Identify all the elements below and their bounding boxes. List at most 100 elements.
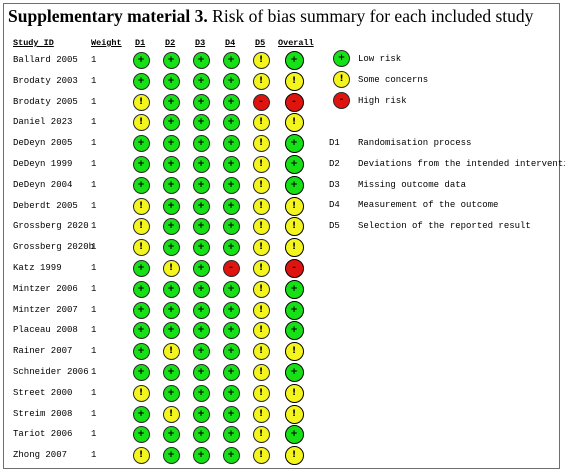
legend-label: Low risk: [358, 54, 402, 64]
legend-item: - High risk: [333, 91, 533, 112]
risk-judgement-d3: +: [192, 447, 210, 465]
risk-judgement-d5: !: [252, 364, 270, 381]
risk-judgement-d1: !: [132, 93, 150, 111]
study-id: Placeau 2008: [13, 325, 78, 336]
title-bold: Supplementary material 3.: [8, 6, 208, 26]
risk-judgement-d5: !: [252, 260, 270, 277]
legend-item: ! Some concerns: [333, 70, 533, 91]
study-id: Katz 1999: [13, 263, 62, 273]
risk-judgement-d4: +: [222, 197, 240, 215]
risk-judgement-d5: !: [252, 343, 270, 361]
risk-judgement-d3: +: [192, 405, 210, 423]
legend-low-icon: +: [333, 50, 350, 67]
risk-judgement-overall: +: [284, 175, 304, 195]
risk-judgement-d4: +: [222, 384, 240, 402]
risk-judgement-d2: +: [162, 218, 180, 236]
risk-judgement-d2: +: [162, 156, 180, 173]
risk-judgement-d1: +: [132, 301, 150, 319]
header-d1: D1: [135, 38, 146, 48]
legend-label: High risk: [358, 95, 407, 106]
study-weight: 1: [91, 117, 97, 128]
study-id: DeDeyn 1999: [13, 159, 73, 169]
study-weight: 1: [91, 387, 97, 398]
study-id: Deberdt 2005: [13, 200, 78, 211]
risk-judgement-d1: +: [132, 135, 150, 153]
risk-judgement-d1: +: [132, 426, 150, 444]
risk-judgement-d3: +: [192, 343, 210, 361]
risk-judgement-d3: +: [192, 322, 210, 340]
risk-judgement-overall: !: [284, 342, 304, 362]
risk-judgement-overall: +: [284, 321, 304, 341]
study-id: Streim 2008: [13, 408, 73, 419]
risk-judgement-d1: +: [132, 343, 150, 361]
domain-label: Randomisation process: [358, 138, 472, 148]
risk-judgement-d3: +: [192, 364, 210, 381]
risk-judgement-d5: !: [252, 52, 270, 69]
study-weight: 1: [91, 429, 97, 440]
risk-judgement-d2: +: [162, 426, 180, 444]
risk-judgement-d5: !: [252, 426, 270, 444]
figure-frame: [3, 3, 560, 469]
table-row: Zhong 2007 1! + + +!!: [0, 445, 320, 466]
risk-judgement-d2: +: [162, 280, 180, 298]
risk-judgement-d5: !: [252, 280, 270, 298]
risk-judgement-d1: +: [132, 322, 150, 340]
risk-judgement-d3: +: [192, 260, 210, 277]
risk-judgement-overall: +: [284, 155, 304, 174]
risk-judgement-overall: +: [284, 51, 304, 70]
domain-label: Measurement of the outcome: [358, 200, 499, 211]
table-row: Brodaty 2005 1! + + + - -: [0, 92, 320, 113]
risk-judgement-d2: +: [162, 447, 180, 465]
figure-title: Supplementary material 3. Risk of bias s…: [8, 6, 533, 27]
risk-judgement-d3: +: [192, 426, 210, 444]
risk-judgement-d1: +: [132, 364, 150, 381]
risk-judgement-d3: +: [192, 218, 210, 236]
risk-judgement-d1: +: [132, 280, 150, 298]
risk-judgement-d4: +: [222, 301, 240, 319]
risk-judgement-overall: +: [284, 300, 304, 320]
domain-label: Deviations from the intended interventio…: [358, 158, 565, 169]
risk-judgement-d3: +: [192, 93, 210, 111]
study-weight: 1: [91, 367, 97, 377]
risk-judgement-d5: !: [252, 447, 270, 465]
risk-judgement-d2: +: [162, 322, 180, 340]
risk-judgement-d3: +: [192, 197, 210, 215]
domain-code: D3: [329, 179, 340, 190]
header-d5: D5: [255, 38, 266, 48]
table-row: Schneider 2006 1 + + + +! +: [0, 362, 320, 383]
table-row: Brodaty 2003 1 + + + +!!: [0, 71, 320, 92]
table-row: Ballard 2005 1 + + + +! +: [0, 50, 320, 71]
risk-judgement-d1: +: [132, 156, 150, 173]
risk-judgement-d5: -: [252, 93, 270, 111]
legend-item: + Low risk: [333, 50, 533, 70]
study-id: Ballard 2005: [13, 55, 78, 65]
study-weight: 1: [91, 408, 97, 419]
risk-judgement-d2: +: [162, 197, 180, 215]
risk-judgement-d5: !: [252, 384, 270, 402]
risk-judgement-d2: +: [162, 72, 180, 90]
risk-judgement-overall: !: [284, 196, 304, 216]
domain-label: Missing outcome data: [358, 179, 467, 190]
study-id: Tariot 2006: [13, 429, 73, 440]
legend-high-icon: -: [333, 91, 350, 109]
risk-judgement-d5: !: [252, 114, 270, 132]
legend-some-icon: !: [333, 70, 350, 88]
study-id: DeDeyn 2004: [13, 179, 73, 190]
study-id: Grossberg 2020b: [13, 242, 95, 253]
study-weight: 1: [91, 55, 97, 65]
risk-judgement-d1: +: [132, 260, 150, 277]
risk-judgement-d5: !: [252, 72, 270, 90]
study-id: DeDeyn 2005: [13, 138, 73, 149]
risk-judgement-d3: +: [192, 135, 210, 153]
risk-judgement-d4: +: [222, 447, 240, 465]
risk-judgement-d4: +: [222, 135, 240, 153]
study-weight: 1: [91, 200, 97, 211]
risk-judgement-d2: +: [162, 114, 180, 132]
risk-judgement-d4: +: [222, 343, 240, 361]
study-id: Rainer 2007: [13, 346, 73, 357]
risk-judgement-d5: !: [252, 156, 270, 173]
domain-code: D5: [329, 221, 340, 232]
risk-judgement-d4: +: [222, 218, 240, 236]
risk-judgement-d1: !: [132, 447, 150, 465]
risk-judgement-d5: !: [252, 197, 270, 215]
